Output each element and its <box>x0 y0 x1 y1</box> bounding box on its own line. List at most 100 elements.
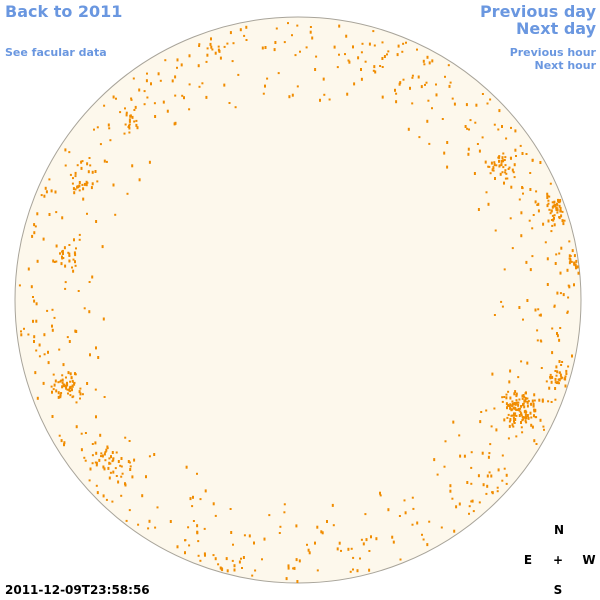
facula <box>520 412 523 415</box>
facula <box>111 460 114 463</box>
facula <box>89 467 92 471</box>
facula <box>226 569 229 573</box>
facula <box>47 350 49 354</box>
facula <box>95 346 97 350</box>
facula <box>188 54 191 58</box>
facula <box>95 461 98 465</box>
facula <box>73 238 75 242</box>
facula <box>128 440 131 442</box>
facula <box>368 42 371 46</box>
facula <box>448 84 451 88</box>
facula <box>211 48 214 51</box>
facula <box>470 500 473 503</box>
facula <box>185 465 188 469</box>
facula <box>345 34 348 38</box>
facula <box>554 387 557 390</box>
facula <box>102 494 105 498</box>
facula <box>156 506 159 509</box>
facula <box>174 94 177 97</box>
facula <box>115 97 117 100</box>
facula <box>554 398 557 401</box>
facula <box>558 216 561 219</box>
facular-data-link[interactable]: See facular data <box>5 46 107 59</box>
facula <box>79 387 82 390</box>
facula <box>547 400 550 403</box>
facula <box>66 336 69 339</box>
facula <box>88 310 91 314</box>
facula <box>88 157 91 159</box>
facula <box>315 55 318 58</box>
facula <box>88 281 91 283</box>
back-link[interactable]: Back to 2011 <box>5 2 122 21</box>
facula <box>95 464 98 467</box>
facula <box>203 552 206 556</box>
facula <box>526 397 529 400</box>
next-hour-link[interactable]: Next hour <box>535 59 597 72</box>
facula <box>534 408 537 412</box>
previous-hour-link[interactable]: Previous hour <box>510 46 597 59</box>
facula <box>108 457 111 460</box>
facula <box>476 143 479 145</box>
facula <box>146 96 149 99</box>
facula <box>558 360 561 363</box>
facula <box>511 414 514 417</box>
facula <box>459 454 462 458</box>
facula <box>360 538 363 541</box>
facula <box>403 499 406 502</box>
facula <box>452 420 455 424</box>
facula <box>52 373 55 376</box>
facula <box>564 375 567 378</box>
facula <box>44 186 47 190</box>
facula <box>555 208 558 211</box>
facula <box>154 115 157 118</box>
facula <box>509 418 512 421</box>
facula <box>188 83 191 86</box>
facula <box>99 143 102 146</box>
facula <box>78 233 81 236</box>
facula <box>525 421 528 424</box>
facula <box>198 43 201 46</box>
facula <box>245 25 248 29</box>
previous-day-link[interactable]: Previous day <box>480 2 597 21</box>
facula <box>368 550 371 552</box>
facula <box>308 551 311 555</box>
facula <box>489 443 492 446</box>
facula <box>243 34 246 37</box>
facula <box>537 209 540 213</box>
facula <box>138 178 141 182</box>
facula <box>95 451 98 455</box>
facula <box>559 271 562 275</box>
facula <box>522 402 525 405</box>
facula <box>547 219 550 223</box>
facula <box>50 385 53 388</box>
facula <box>80 448 83 452</box>
facula <box>184 551 186 555</box>
facula <box>124 123 127 126</box>
facula <box>521 152 524 155</box>
facula <box>570 260 573 263</box>
facula <box>328 98 331 101</box>
facula <box>51 308 54 311</box>
facula <box>73 251 76 255</box>
next-day-link[interactable]: Next day <box>516 19 597 38</box>
facula <box>352 568 354 571</box>
facula <box>212 554 215 557</box>
facula <box>99 433 102 437</box>
facula <box>534 308 537 312</box>
facula <box>61 216 64 220</box>
facula <box>229 31 232 35</box>
facula <box>480 411 483 413</box>
facula <box>577 271 580 275</box>
facula <box>424 83 426 86</box>
facula <box>485 409 488 412</box>
facula <box>311 36 314 40</box>
facula <box>76 185 79 189</box>
facula <box>350 547 353 550</box>
facula <box>81 160 84 163</box>
facula <box>51 328 54 332</box>
facula <box>527 400 530 403</box>
facula <box>525 153 528 155</box>
facula <box>108 461 111 465</box>
facula <box>31 234 34 238</box>
facula <box>198 85 201 88</box>
